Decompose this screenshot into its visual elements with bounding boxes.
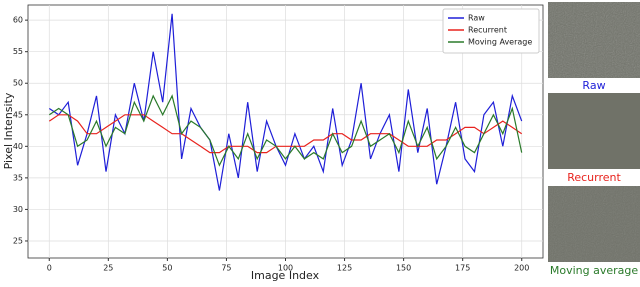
legend-box <box>442 8 540 54</box>
panel-label: Recurrent <box>567 171 621 184</box>
x-tick-label: 150 <box>396 264 411 273</box>
legend-label: Raw <box>468 14 485 23</box>
x-tick-label: 200 <box>514 264 529 273</box>
y-tick-label: 25 <box>13 236 23 245</box>
series-line <box>48 13 523 191</box>
x-tick-label: 100 <box>278 264 293 273</box>
y-axis-label: Pixel Intensity <box>2 92 15 169</box>
x-axis-label: Image Index <box>251 269 320 282</box>
raw-image-noise <box>548 2 640 78</box>
series-line <box>48 114 523 154</box>
x-tick-label: 75 <box>221 264 231 273</box>
x-tick-label: 125 <box>337 264 352 273</box>
panel-label: Raw <box>582 79 605 92</box>
y-tick-label: 30 <box>13 205 23 214</box>
y-tick-label: 55 <box>13 47 23 56</box>
y-tick-label: 40 <box>13 142 23 151</box>
series-line <box>48 94 523 167</box>
x-tick-label: 25 <box>103 264 113 273</box>
panel-label: Moving average <box>550 264 639 277</box>
x-tick-label: 0 <box>47 264 52 273</box>
thumbnails: Raw Recurrent Moving average <box>548 2 640 277</box>
y-tick-label: 60 <box>13 16 23 25</box>
x-tick-label: 50 <box>162 264 172 273</box>
legend-label: Recurrent <box>468 26 507 35</box>
y-tick-label: 45 <box>13 110 23 119</box>
y-tick-label: 35 <box>13 173 23 182</box>
moving-average-image-noise <box>548 186 640 262</box>
x-tick-label: 175 <box>455 264 470 273</box>
recurrent-image <box>548 93 640 169</box>
y-tick-label: 50 <box>13 79 23 88</box>
legend-label: Moving Average <box>468 38 532 47</box>
